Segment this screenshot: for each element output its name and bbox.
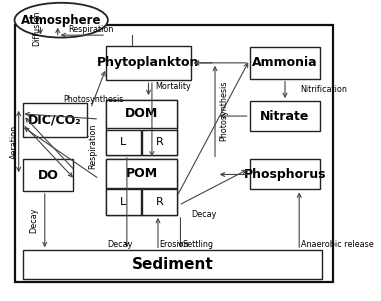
Text: Phytoplankton: Phytoplankton [97, 56, 200, 69]
Text: Nitrate: Nitrate [260, 110, 310, 123]
Text: Sediment: Sediment [132, 257, 213, 272]
Bar [106, 46, 191, 80]
Text: Aeration: Aeration [10, 124, 19, 159]
Bar [106, 189, 141, 215]
Text: Decay: Decay [29, 208, 38, 233]
Bar [142, 129, 177, 155]
Bar [142, 189, 177, 215]
Text: Decay: Decay [191, 210, 216, 219]
Bar [23, 160, 73, 191]
Text: Ammonia: Ammonia [252, 56, 318, 69]
Bar [250, 160, 320, 189]
Bar [250, 47, 320, 79]
Text: Nitrification: Nitrification [301, 85, 347, 94]
Text: Erosion: Erosion [160, 240, 189, 249]
Text: R: R [156, 197, 163, 207]
Text: DO: DO [38, 169, 59, 182]
Bar [14, 25, 333, 282]
Bar [106, 100, 177, 128]
Bar [106, 160, 177, 188]
Ellipse shape [14, 3, 108, 38]
Text: L: L [120, 137, 126, 147]
Text: DOM: DOM [125, 107, 158, 120]
Text: Settling: Settling [182, 240, 213, 249]
Text: POM: POM [125, 167, 158, 180]
Text: L: L [120, 197, 126, 207]
Bar [23, 250, 322, 279]
Text: Photosynthesis: Photosynthesis [63, 95, 123, 104]
Text: Decay: Decay [107, 240, 133, 249]
Text: Atmosphere: Atmosphere [21, 14, 101, 27]
Bar [23, 103, 87, 137]
Text: Respiration: Respiration [88, 123, 98, 169]
Text: Diffusion: Diffusion [32, 10, 41, 46]
Text: Mortality: Mortality [155, 82, 191, 91]
Text: Respiration: Respiration [68, 25, 114, 34]
Text: Photosynthesis: Photosynthesis [219, 81, 228, 141]
Bar [106, 129, 141, 155]
Text: Anaerobic release: Anaerobic release [301, 240, 374, 249]
Bar [250, 101, 320, 131]
Bar [106, 100, 177, 155]
Text: DIC/CO₂: DIC/CO₂ [28, 113, 82, 126]
Text: R: R [156, 137, 163, 147]
Bar [106, 160, 177, 215]
Text: Phosphorus: Phosphorus [244, 168, 326, 181]
